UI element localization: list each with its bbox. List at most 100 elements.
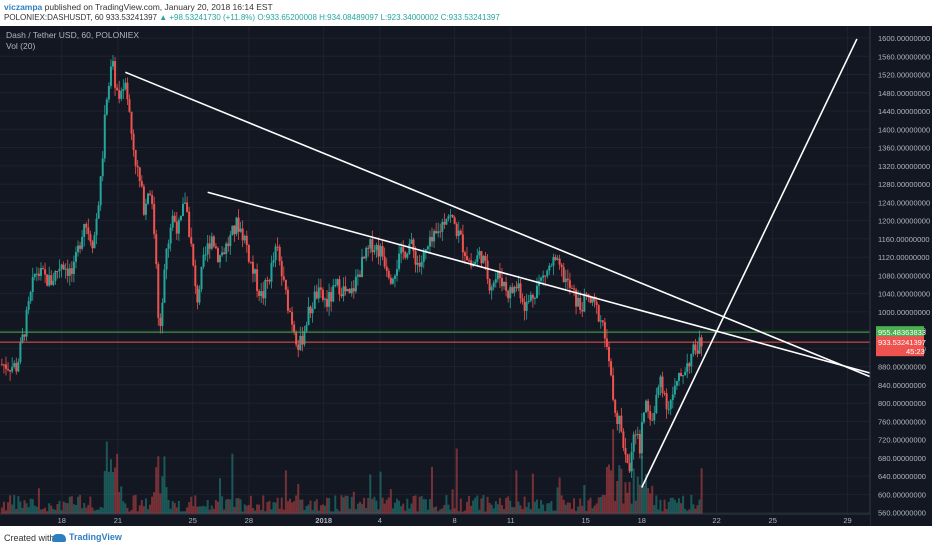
volume-bar	[400, 506, 403, 514]
candle-body	[109, 66, 112, 86]
volume-bar	[319, 505, 322, 514]
volume-bar	[659, 499, 662, 514]
candle-body	[690, 353, 693, 367]
candle-body	[60, 264, 63, 269]
volume-bar	[181, 511, 184, 514]
volume-bar	[4, 510, 7, 514]
candle-body	[404, 251, 407, 258]
volume-bar	[295, 495, 298, 514]
chart-area[interactable]: 1600.00000000 1560.00000000 1520.00000000 1…	[0, 26, 932, 526]
volume-bar	[301, 499, 304, 514]
candle-body	[330, 292, 333, 302]
volume-bar	[109, 459, 112, 514]
author-link[interactable]: viczampa	[4, 2, 43, 12]
candle-body	[15, 363, 18, 372]
volume-bar	[443, 505, 446, 514]
candle-body	[276, 246, 279, 248]
candle-body	[603, 322, 606, 339]
candle-body	[254, 269, 257, 274]
volume-bar	[173, 502, 176, 514]
volume-bar	[66, 503, 69, 514]
candle-body	[509, 287, 512, 299]
volume-bar	[194, 495, 197, 514]
candle-body	[500, 277, 503, 287]
volume-bar	[7, 502, 10, 514]
candle-body	[204, 254, 207, 256]
candle-body	[13, 363, 16, 367]
volume-bar	[344, 495, 347, 514]
candle-body	[661, 376, 664, 394]
volume-bar	[167, 499, 170, 514]
volume-bar	[99, 506, 102, 514]
volume-bar	[696, 505, 699, 514]
candle-body	[568, 280, 571, 288]
candle-body	[262, 291, 265, 299]
volume-bar	[328, 498, 331, 514]
candle-body	[54, 271, 57, 281]
candle-body	[39, 268, 42, 276]
candle-body	[323, 298, 326, 300]
volume-bar	[439, 509, 442, 514]
volume-bar	[204, 506, 207, 514]
volume-bar	[562, 499, 565, 514]
volume-bar	[601, 494, 604, 514]
candle-body	[299, 335, 302, 350]
candle-body	[206, 243, 209, 255]
candle-body	[286, 289, 289, 311]
candle-body	[589, 297, 592, 303]
volume-bar	[544, 511, 547, 514]
candle-body	[23, 334, 26, 337]
candle-body	[645, 400, 648, 413]
volume-bar	[554, 510, 557, 514]
candle-body	[64, 268, 67, 270]
volume-bar	[52, 508, 55, 514]
volume-bar	[245, 505, 248, 514]
candle-body	[562, 267, 565, 283]
candle-body	[575, 289, 578, 307]
volume-bar	[700, 468, 703, 514]
y-tick-label: 1160.00000000	[878, 235, 930, 244]
candle-body	[126, 82, 129, 100]
volume-bar	[42, 509, 45, 514]
candle-body	[651, 419, 654, 421]
candle-body	[400, 247, 403, 254]
volume-bar	[149, 504, 152, 514]
volume-bar	[591, 508, 594, 514]
candle-body	[468, 260, 471, 262]
x-tick-label: 25	[189, 516, 197, 525]
tradingview-logo[interactable]: TradingView	[52, 532, 122, 542]
candle-body	[449, 215, 452, 217]
trendlines	[125, 38, 871, 488]
candle-body	[196, 286, 199, 303]
trendline	[207, 191, 871, 374]
volume-bar	[626, 492, 629, 514]
volume-bar	[336, 509, 339, 514]
volume-bar	[153, 492, 156, 514]
volume-bar	[616, 481, 619, 514]
candle-body	[307, 306, 310, 326]
volume-bar	[614, 500, 617, 514]
volume-bar	[535, 499, 538, 514]
candle-body	[17, 362, 20, 372]
candle-body	[157, 264, 160, 318]
candle-body	[453, 217, 456, 224]
volume-bar	[663, 499, 666, 514]
candle-body	[315, 291, 318, 299]
candle-body	[624, 447, 627, 455]
volume-bar	[151, 496, 154, 514]
x-tick-label: 2018	[315, 516, 332, 525]
candle-body	[455, 223, 458, 237]
candle-body	[605, 338, 608, 347]
volume-bar	[303, 509, 306, 514]
volume-bar	[130, 509, 133, 514]
candle-body	[381, 246, 384, 257]
volume-bar	[184, 511, 187, 514]
candle-body	[398, 253, 401, 270]
volume-bar	[2, 501, 5, 514]
candle-body	[243, 235, 246, 241]
price-chart[interactable]: 1600.00000000 1560.00000000 1520.00000000 1…	[0, 26, 932, 526]
candle-body	[280, 261, 283, 277]
volume-bar	[513, 507, 516, 514]
candle-body	[7, 368, 10, 371]
volume-bar	[620, 468, 623, 514]
